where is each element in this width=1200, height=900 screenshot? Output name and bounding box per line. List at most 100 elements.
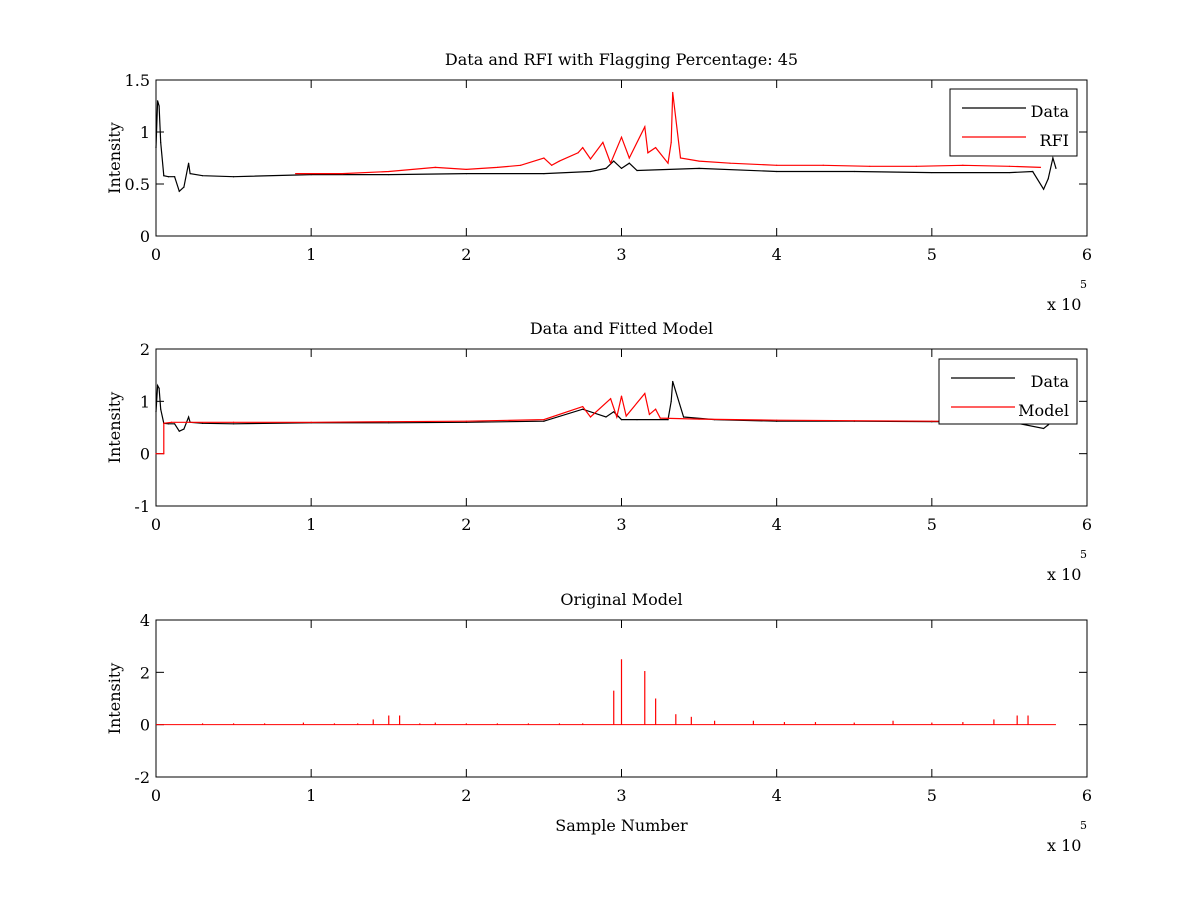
data-point xyxy=(667,419,669,421)
x-axis-label: Sample Number xyxy=(555,816,688,835)
data-point xyxy=(167,423,170,425)
data-point xyxy=(551,164,553,166)
y-tick-label: -2 xyxy=(134,768,150,787)
data-point xyxy=(644,392,646,395)
data-point xyxy=(310,421,312,423)
data-point xyxy=(644,126,646,128)
data-point xyxy=(543,419,545,421)
data-point xyxy=(232,423,235,425)
data-point xyxy=(388,421,390,423)
x-exponent-power: 5 xyxy=(1080,548,1087,561)
data-point xyxy=(655,408,657,410)
legend-entry: Data xyxy=(1031,102,1070,121)
data-point xyxy=(776,419,778,421)
data-point xyxy=(670,400,672,402)
y-axis-label: Intensity xyxy=(105,392,124,464)
data-point xyxy=(647,152,649,154)
x-tick-label: 5 xyxy=(927,245,937,264)
data-point xyxy=(187,416,190,418)
data-point xyxy=(163,453,165,455)
x-tick-label: 1 xyxy=(306,515,316,534)
data-point xyxy=(158,105,160,107)
data-point xyxy=(628,162,630,164)
data-point xyxy=(605,416,607,418)
data-point xyxy=(434,166,436,168)
data-point xyxy=(577,152,579,154)
data-point xyxy=(155,411,157,413)
data-point xyxy=(853,420,855,422)
data-point xyxy=(582,408,584,410)
data-point xyxy=(613,160,615,162)
y-tick-label: -1 xyxy=(134,497,150,516)
data-point xyxy=(163,175,165,177)
data-point xyxy=(636,169,638,172)
data-point xyxy=(160,141,162,143)
data-point xyxy=(589,158,592,160)
data-point xyxy=(1008,165,1011,167)
x-tick-label: 6 xyxy=(1082,515,1092,534)
data-point xyxy=(558,160,561,162)
legend: Data RFI xyxy=(949,88,1078,157)
data-point xyxy=(962,164,964,166)
x-tick-label: 2 xyxy=(461,245,471,264)
x-tick-label: 5 xyxy=(927,786,937,805)
data-point xyxy=(543,157,545,159)
data-point xyxy=(610,398,612,400)
data-point xyxy=(698,160,700,162)
series-line-rfi xyxy=(295,92,1041,175)
data-point xyxy=(648,413,651,416)
data-point xyxy=(672,380,674,383)
data-point xyxy=(155,147,157,149)
data-point xyxy=(655,147,657,149)
data-point xyxy=(620,419,623,421)
x-tick-label: 6 xyxy=(1082,245,1092,264)
data-point xyxy=(1032,170,1034,173)
data-point xyxy=(163,422,165,424)
data-point xyxy=(636,419,638,421)
data-point xyxy=(183,428,185,430)
x-exponent-base: x 10 xyxy=(1047,836,1081,855)
data-point xyxy=(1039,166,1042,168)
x-tick-label: 6 xyxy=(1082,786,1092,805)
x-exponent-base: x 10 xyxy=(1047,565,1081,584)
data-point xyxy=(628,157,630,159)
data-point xyxy=(582,405,584,408)
x-exponent-power: 5 xyxy=(1080,819,1087,832)
x-tick-label: 3 xyxy=(616,515,626,534)
data-point xyxy=(853,170,855,173)
data-point xyxy=(187,162,190,164)
data-point xyxy=(189,173,191,175)
data-point xyxy=(158,387,160,389)
data-point xyxy=(729,162,731,164)
data-point xyxy=(156,100,159,102)
data-point xyxy=(698,418,700,420)
legend-entry: RFI xyxy=(1040,131,1069,150)
data-point xyxy=(167,176,170,178)
x-tick-label: 0 xyxy=(151,786,161,805)
data-point xyxy=(616,416,618,418)
data-point xyxy=(543,420,545,422)
data-point xyxy=(625,415,627,417)
data-point xyxy=(1042,188,1045,190)
x-tick-label: 4 xyxy=(772,515,782,534)
data-point xyxy=(613,411,615,413)
data-point xyxy=(589,170,592,173)
data-point xyxy=(341,173,343,175)
y-axis-label: Intensity xyxy=(105,663,124,735)
data-point xyxy=(295,173,297,175)
x-exponent-base: x 10 xyxy=(1047,295,1081,314)
data-point xyxy=(183,186,185,188)
data-point xyxy=(1052,157,1054,159)
y-tick-label: 2 xyxy=(140,340,150,359)
data-point xyxy=(543,173,545,175)
data-point xyxy=(201,175,204,177)
data-point xyxy=(160,408,162,410)
data-point xyxy=(201,422,204,424)
data-point xyxy=(1008,171,1011,174)
data-point xyxy=(679,157,682,159)
data-point xyxy=(520,164,522,166)
legend-entry: Data xyxy=(1031,372,1070,391)
